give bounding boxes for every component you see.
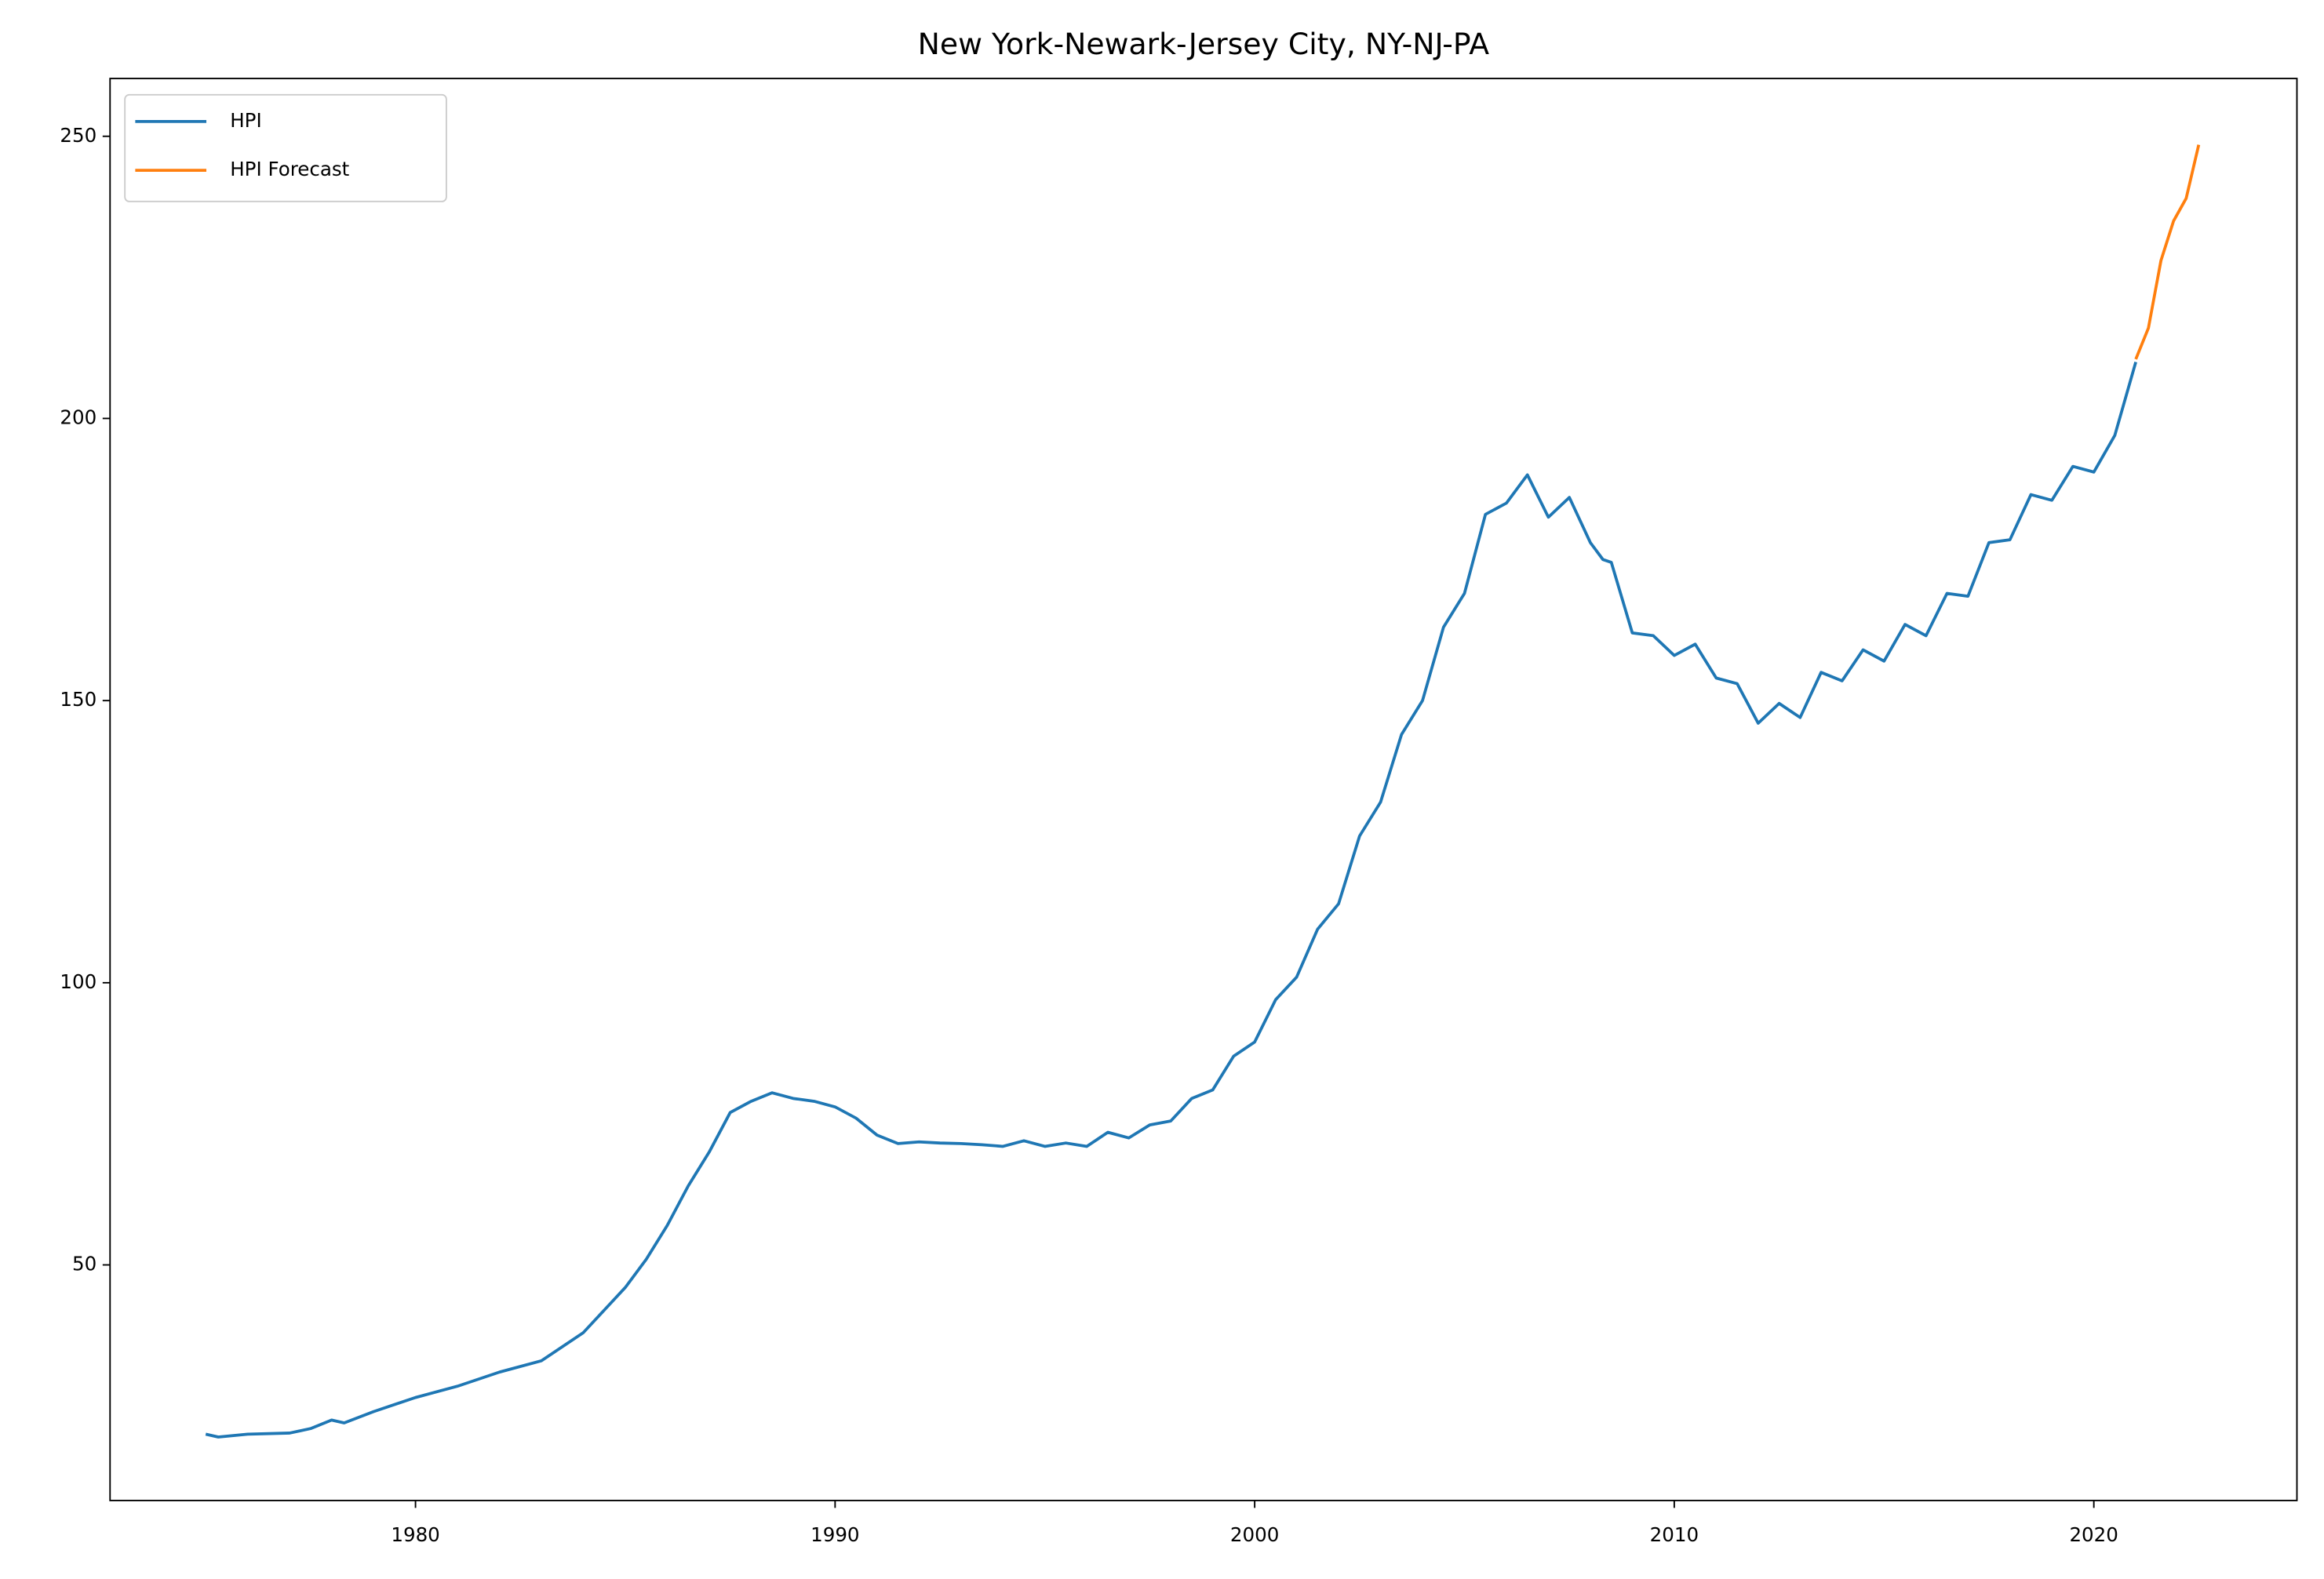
legend-label: HPI [230,109,261,132]
y-tick-label: 200 [60,406,97,428]
chart-title: New York-Newark-Jersey City, NY-NJ-PA [918,27,1490,61]
x-tick-label: 1990 [810,1523,859,1546]
legend-label: HPI Forecast [230,158,349,180]
line-series [2134,144,2201,360]
x-tick-label: 1980 [391,1523,439,1546]
x-tick-label: 2010 [1650,1523,1699,1546]
plot-frame [109,78,2298,1501]
y-tick-label: 150 [60,688,97,711]
y-tick-label: 250 [60,124,97,147]
y-tick-label: 50 [72,1253,97,1275]
x-tick-label: 2000 [1230,1523,1279,1546]
legend-box [124,93,447,202]
line-series [205,361,2137,1439]
y-tick-label: 100 [60,970,97,993]
x-tick-label: 2020 [2069,1523,2118,1546]
